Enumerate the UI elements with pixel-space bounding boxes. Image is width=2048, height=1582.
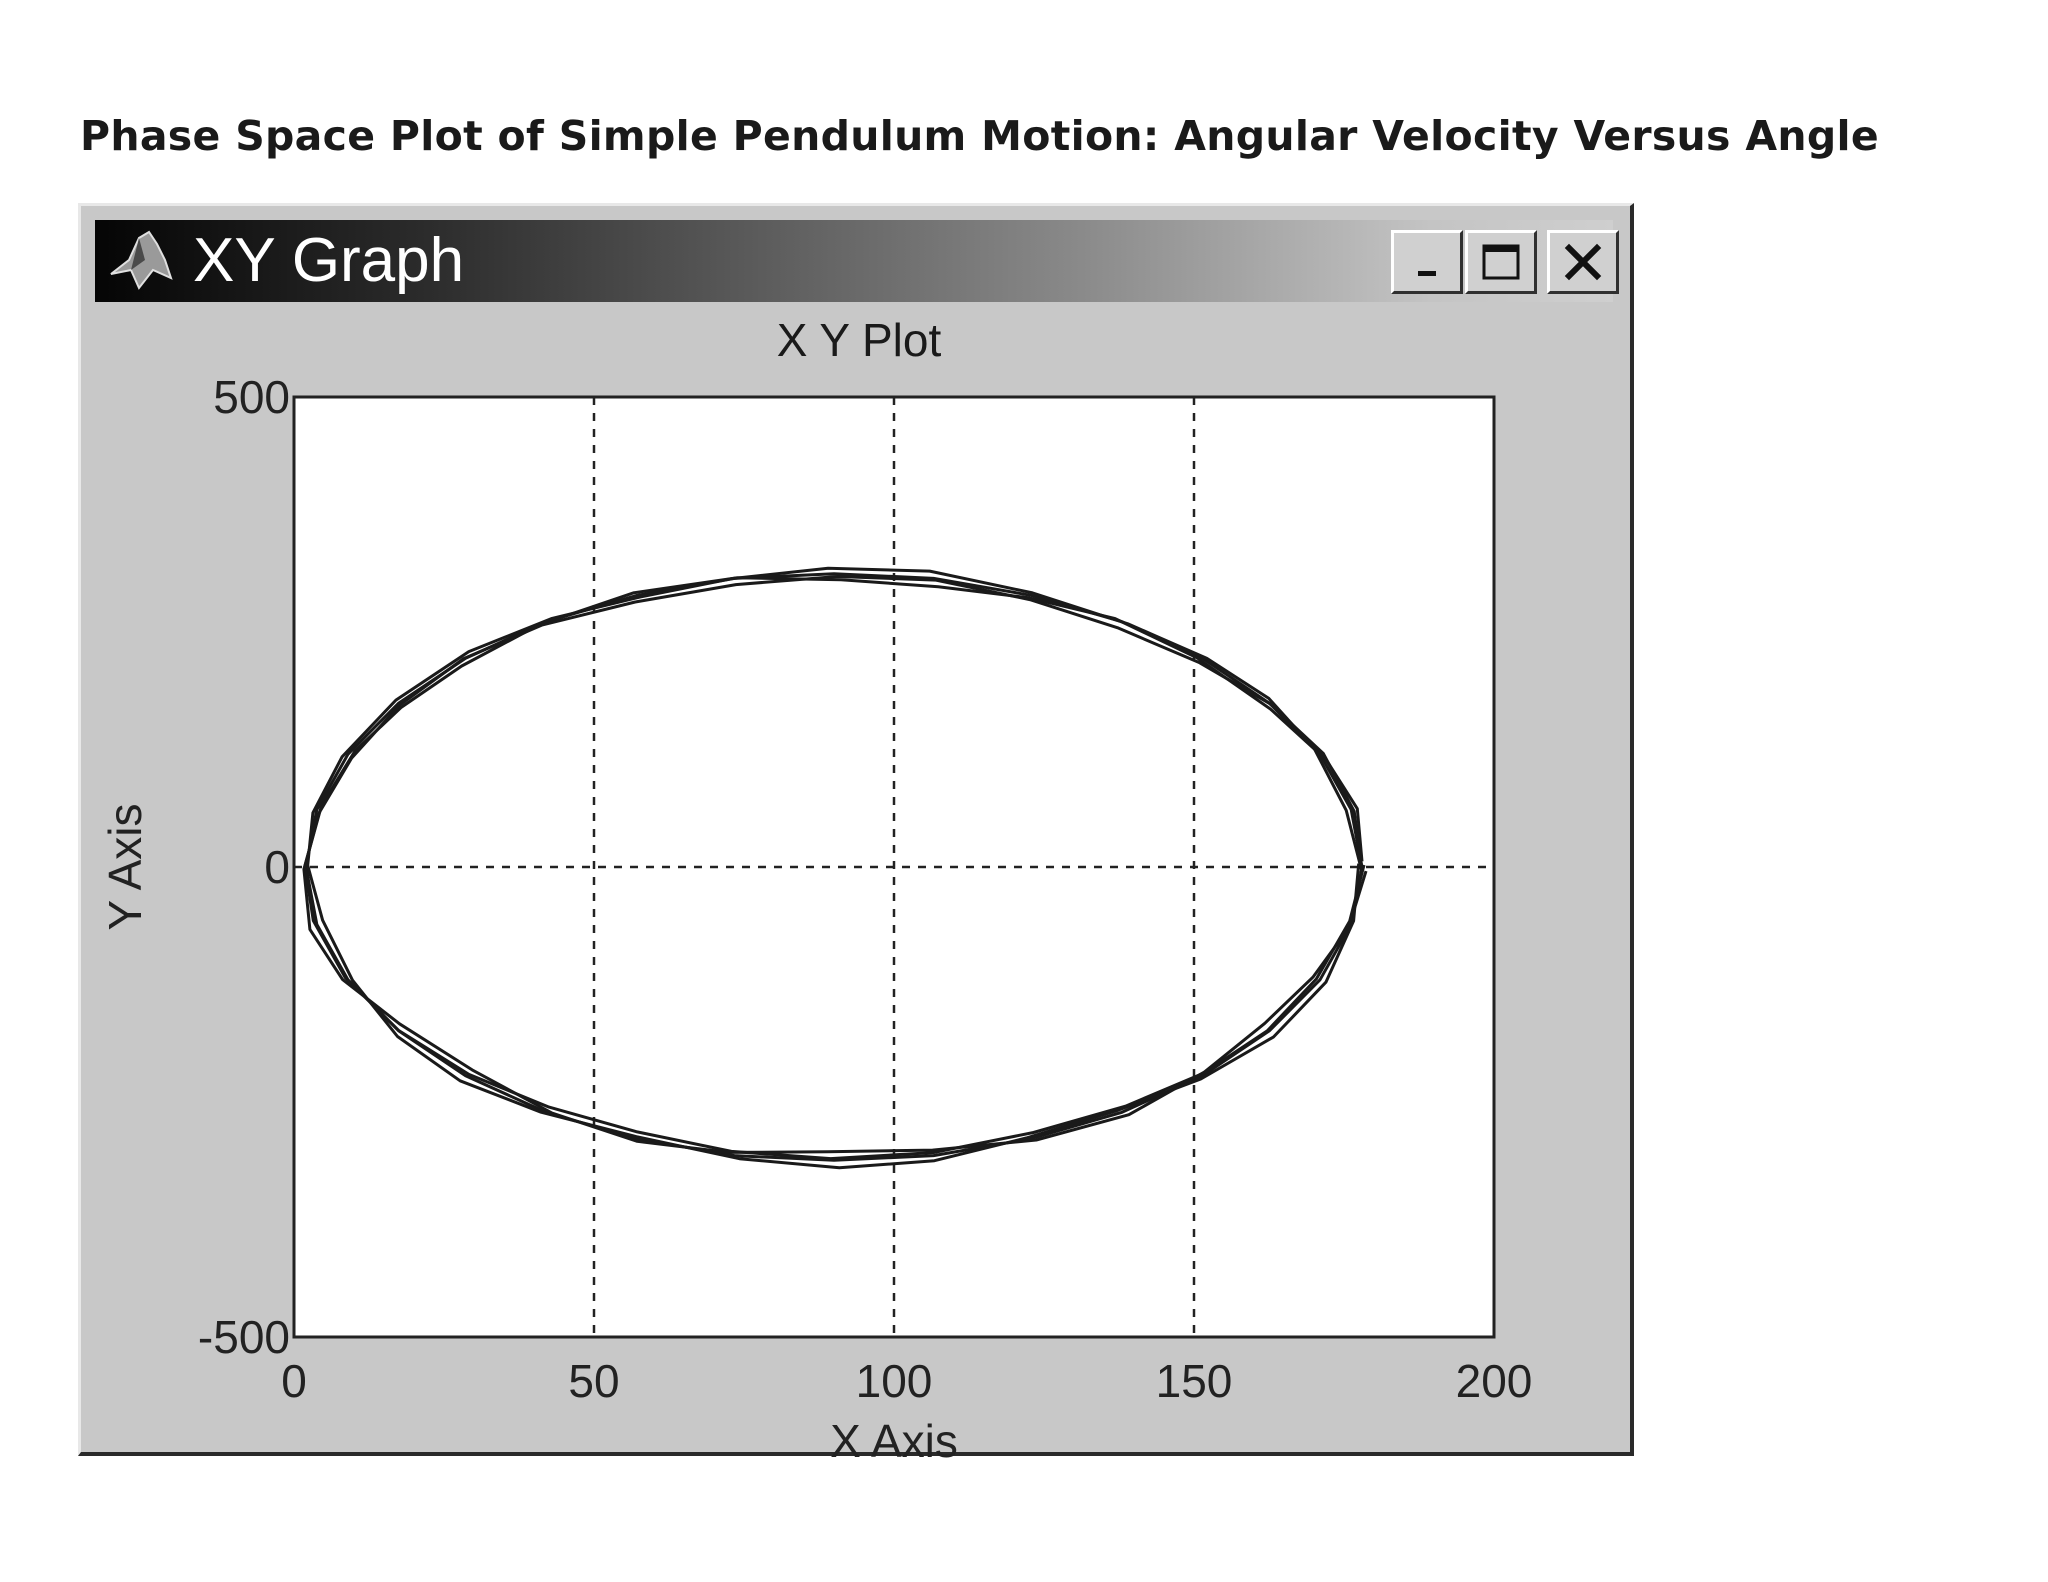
x-tick-label: 100 xyxy=(856,1355,933,1407)
window-title: XY Graph xyxy=(193,226,465,295)
x-tick-label: 0 xyxy=(281,1355,307,1407)
y-axis-label: Y Axis xyxy=(99,804,151,931)
trajectory-cycle-3 xyxy=(306,566,1364,1170)
trajectory-series xyxy=(302,566,1368,1170)
close-button[interactable] xyxy=(1547,230,1619,294)
window-titlebar[interactable]: XY Graph xyxy=(95,220,1619,302)
grid-lines xyxy=(294,397,1494,1337)
minimize-icon xyxy=(1418,271,1436,276)
trajectory-cycle-4 xyxy=(303,575,1366,1161)
x-tick-label: 200 xyxy=(1456,1355,1533,1407)
y-tick-label: 500 xyxy=(213,371,290,423)
y-tick-label: 0 xyxy=(264,841,290,893)
x-tick-label: 150 xyxy=(1156,1355,1233,1407)
xy-graph-window[interactable]: XY Graph X Y Plot 0 50 100 150 200 -500 0 500 X… xyxy=(78,203,1634,1459)
close-icon xyxy=(1564,243,1602,281)
x-axis-label: X Axis xyxy=(830,1415,958,1459)
matlab-logo-icon xyxy=(110,230,173,290)
minimize-button[interactable] xyxy=(1391,230,1463,294)
y-tick-label: -500 xyxy=(198,1311,290,1363)
figure-caption: Phase Space Plot of Simple Pendulum Moti… xyxy=(80,112,1879,160)
plot-title: X Y Plot xyxy=(776,314,942,366)
maximize-button[interactable] xyxy=(1465,230,1537,294)
maximize-icon xyxy=(1482,244,1520,280)
x-tick-label: 50 xyxy=(568,1355,619,1407)
